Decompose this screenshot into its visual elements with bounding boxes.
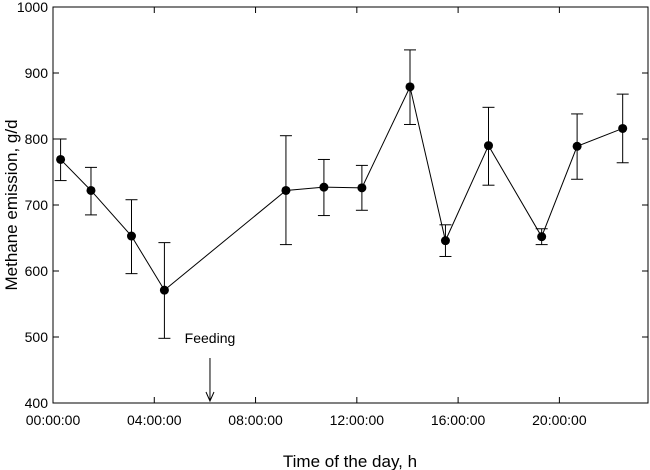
series-line [60, 85, 623, 291]
x-tick-label: 00:00:00 [26, 412, 81, 428]
y-tick-label: 500 [25, 329, 49, 345]
data-point [86, 185, 96, 195]
x-tick-label: 16:00:00 [431, 412, 486, 428]
data-point [159, 285, 169, 295]
data-point [319, 182, 329, 192]
y-tick-label: 400 [25, 395, 49, 411]
x-tick-label: 08:00:00 [228, 412, 283, 428]
x-tick-label: 04:00:00 [127, 412, 182, 428]
x-axis-title: Time of the day, h [283, 452, 417, 470]
y-tick-label: 600 [25, 263, 49, 279]
data-point [56, 154, 66, 164]
data-point [440, 236, 450, 246]
plot-frame [52, 6, 649, 404]
y-axis-title: Methane emission, g/d [2, 119, 21, 290]
feeding-arrow-head [205, 391, 215, 403]
series-methane-emission [54, 49, 629, 339]
y-tick-label: 1000 [17, 0, 48, 15]
data-point [618, 123, 628, 133]
y-tick-label: 900 [25, 65, 49, 81]
series [54, 49, 629, 339]
ticks: 400 500 600 700 800 900 1000 00:00:00 04:00:00 08… [17, 0, 648, 428]
data-point [572, 141, 582, 151]
data-point [357, 183, 367, 193]
data-point [405, 82, 415, 92]
data-point [537, 232, 547, 242]
y-tick-label: 800 [25, 131, 49, 147]
data-point [483, 141, 493, 151]
x-tick-label: 12:00:00 [330, 412, 385, 428]
annotations: Feeding [185, 330, 236, 403]
x-tick-label: 20:00:00 [532, 412, 587, 428]
data-point [126, 231, 136, 241]
feeding-label: Feeding [185, 330, 236, 346]
axes [52, 6, 649, 404]
y-tick-label: 700 [25, 197, 49, 213]
data-point [281, 185, 291, 195]
